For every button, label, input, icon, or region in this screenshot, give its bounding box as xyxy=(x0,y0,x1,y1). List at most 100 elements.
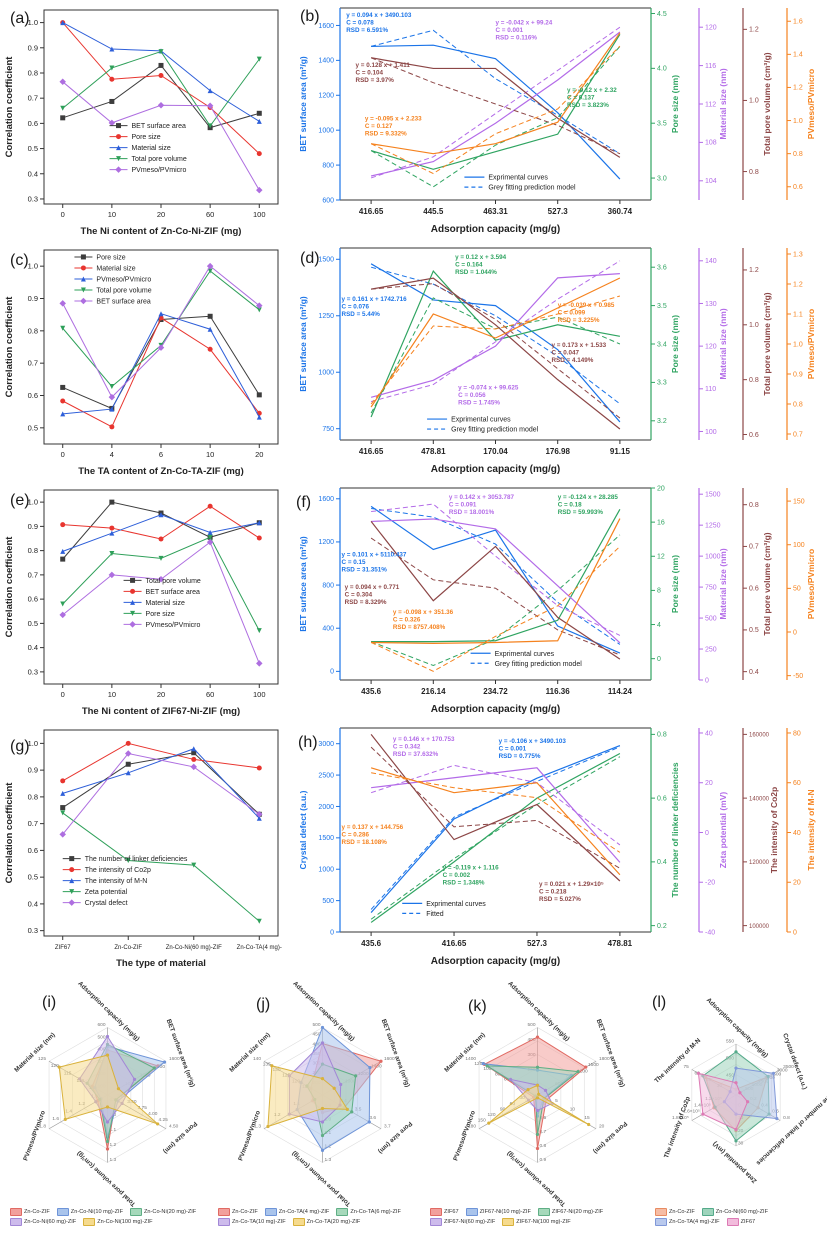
series-marker-di xyxy=(129,621,136,628)
radar-axis-title: The intensity of Co2p xyxy=(663,1096,692,1160)
x-tick-label: 527.3 xyxy=(527,939,548,948)
axis-title: Crystal defect (a.u.) xyxy=(298,790,308,869)
series-marker-tu xyxy=(256,815,262,821)
radar-tick-label: 4.50 xyxy=(169,1123,179,1129)
series-marker-tu xyxy=(125,770,131,776)
regression-annotation: y = -0.074 x + 99.625 xyxy=(458,384,519,391)
legend-label: Pore size xyxy=(146,611,175,618)
prediction-line xyxy=(371,503,621,636)
panel-d-canvas: 750 1000 1250 1500 BET surface area (m²/g) 3.… xyxy=(298,247,816,475)
panel-k-canvas: 100200300400500Adsorption capacity (mg/g… xyxy=(443,980,628,1207)
series-marker-tu xyxy=(60,411,66,417)
panel-e-label: (e) xyxy=(10,492,30,509)
radar-tick-label: 2500 xyxy=(771,1071,782,1077)
x-tick-label: Zn-Co-ZIF xyxy=(114,945,142,951)
axis-tick-label: 3000 xyxy=(318,741,334,748)
axis-tick-label: 0.4 xyxy=(657,859,667,866)
series-marker-td xyxy=(60,325,66,331)
legend-swatch xyxy=(130,1208,143,1216)
radar-vertex xyxy=(162,1060,167,1064)
series-marker-di xyxy=(108,571,116,579)
series-marker-di xyxy=(206,102,214,109)
series-marker-ci xyxy=(191,756,197,762)
plot-frame xyxy=(43,729,279,937)
x-tick-label: 6 xyxy=(159,450,163,459)
y-tick-label: 0.6 xyxy=(28,846,38,855)
radar-axis-title: Adsorption capacity (mg/g) xyxy=(76,980,140,1043)
panel-f-label: (f) xyxy=(296,494,312,511)
regression-annotation: C = 0.137 xyxy=(567,94,595,101)
series-marker-ci xyxy=(207,346,213,352)
regression-annotation: RSD = 8757.408% xyxy=(393,624,446,631)
radar-vertex xyxy=(535,1132,540,1136)
legend-swatch xyxy=(701,1208,714,1216)
experimental-line xyxy=(370,505,621,654)
legend-item: ZIF67-Ni(20 mg)-ZIF xyxy=(537,1208,603,1216)
series-line xyxy=(62,748,260,819)
radar-vertex xyxy=(266,1124,270,1129)
series-marker-tu xyxy=(207,88,213,94)
x-tick-label: 60 xyxy=(206,210,214,219)
x-tick-label: 360.74 xyxy=(608,207,633,216)
series-marker-ci xyxy=(80,265,86,271)
radar-tick-label: 1000 xyxy=(483,1066,494,1072)
radar-vertex xyxy=(345,1107,349,1111)
x-axis-title: The Ni content of ZIF67-Ni-ZIF (mg) xyxy=(82,706,240,717)
radar-vertex xyxy=(116,1087,121,1091)
radar-tick-label: 1.1 xyxy=(110,1127,117,1133)
axis-tick-label: 0 xyxy=(793,929,797,936)
radar-vertex xyxy=(320,1148,325,1152)
panel-d-multiaxis-chart: 750 1000 1250 1500 BET surface area (m²/g) 3.… xyxy=(290,240,827,480)
radar-tick-label: 4.25 xyxy=(159,1117,169,1123)
axis-tick-label: 20 xyxy=(657,485,665,492)
panel-b-canvas: 600 800 1000 1200 1400 1600 BET surface area (… xyxy=(298,7,816,235)
series-line xyxy=(62,315,260,410)
legend-item: Zn-Co-TA(6 mg)-ZIF xyxy=(336,1208,401,1216)
radar-vertex xyxy=(152,1066,156,1070)
axis-tick-label: 1500 xyxy=(318,835,334,842)
panel-a-line-chart: 0.3 0.4 0.5 0.6 0.7 0.8 0.9 1.0 0 10 20 60 100 The Ni… xyxy=(0,0,290,240)
axis-tick-label: 3.4 xyxy=(657,341,667,348)
radar-tick-label: 1400 xyxy=(154,1064,165,1070)
panel-g-canvas: 0.3 0.4 0.5 0.6 0.7 0.8 0.9 1.0 ZIF67 Zn-Co-ZIF Zn… xyxy=(4,729,282,969)
panel-j-label: (j) xyxy=(256,996,271,1013)
radar-axis-title: Material size (nm) xyxy=(443,1032,486,1074)
axis-tick-label: 1.0 xyxy=(749,98,759,105)
series-marker-sq xyxy=(207,313,213,319)
axis-tick-label: 3.0 xyxy=(657,175,667,182)
axis-tick-label: 0.6 xyxy=(793,184,803,191)
radar-tick-label: 1.3 xyxy=(110,1157,117,1163)
series-marker-di xyxy=(256,660,263,667)
axis-tick-label: 130 xyxy=(705,301,717,308)
axis-tick-label: 3.3 xyxy=(657,380,667,387)
axis-title: Total pore volume (cm³/g) xyxy=(762,52,772,155)
series-marker-ci xyxy=(60,398,66,404)
legend-swatch xyxy=(336,1208,349,1216)
x-axis-title: The TA content of Zn-Co-TA-ZIF (mg) xyxy=(78,466,244,477)
series-marker-td xyxy=(109,551,115,557)
radar-tick-label: 20 xyxy=(599,1123,605,1129)
axis-tick-label: 1000 xyxy=(318,867,334,874)
radar-vertex xyxy=(734,1127,738,1132)
axis-title: BET surface area (m²/g) xyxy=(298,536,308,632)
axis-tick-label: 0.8 xyxy=(793,401,803,408)
axis-tick-label: 100 xyxy=(705,429,717,436)
regression-annotation: C = 0.091 xyxy=(449,501,477,508)
x-tick-label: Zn-Co-Ni(60 mg)-ZIF xyxy=(166,945,222,951)
legend-label: Total pore volume xyxy=(132,156,187,163)
legend-label: Material size xyxy=(132,145,171,152)
axis-tick-label: 60 xyxy=(793,780,801,787)
prediction-line xyxy=(370,537,621,656)
panel-c-canvas: 0.5 0.6 0.7 0.8 0.9 1.0 0 4 6 10 20 The TA content … xyxy=(4,249,279,477)
radar-tick-label: 0.8 xyxy=(783,1115,790,1121)
legend-item: Zn-Co-ZIF xyxy=(10,1208,50,1216)
x-axis-title: Adsorption capacity (mg/g) xyxy=(431,956,560,967)
axis-tick-label: 1.3 xyxy=(793,251,803,258)
radar-vertex xyxy=(775,1116,779,1121)
legend-swatch xyxy=(655,1218,667,1226)
legend-swatch xyxy=(726,1218,739,1226)
series-marker-sq xyxy=(80,254,86,260)
axis-title: The number of linker deficiencies xyxy=(670,762,680,897)
axis-tick-label: 140000 xyxy=(749,796,770,802)
